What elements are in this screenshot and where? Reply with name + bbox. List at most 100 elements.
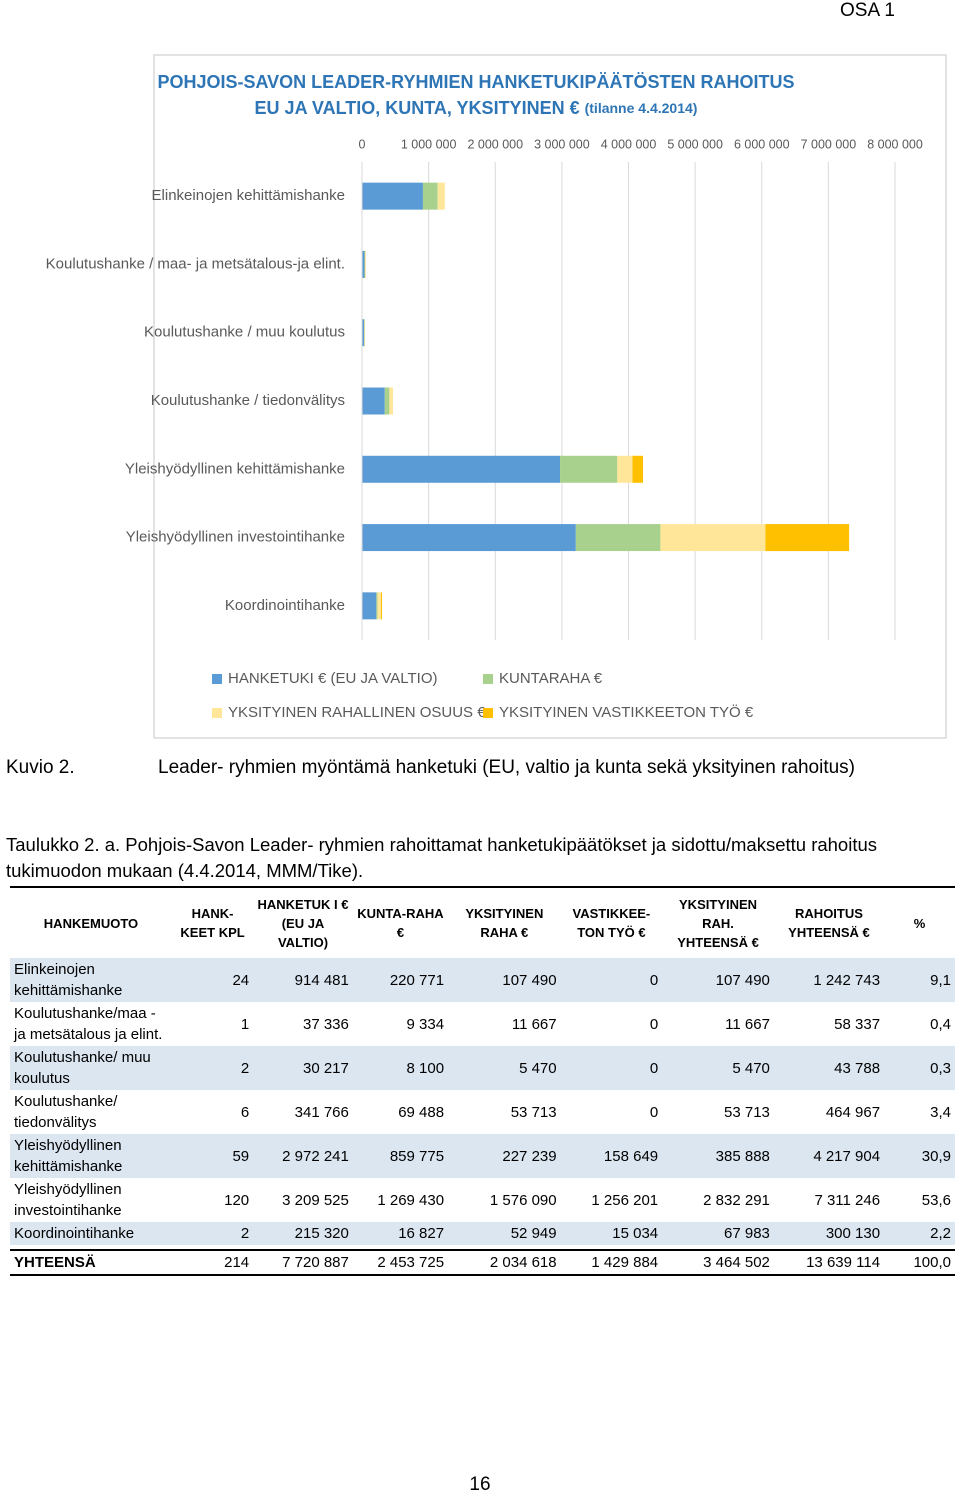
- chart-title: POHJOIS-SAVON LEADER-RYHMIEN HANKETUKIPÄ…: [157, 72, 794, 92]
- column-header: RAHOITUS YHTEENSÄ €: [788, 906, 870, 940]
- cell: 0: [649, 1015, 659, 1033]
- cell: 9 334: [406, 1015, 445, 1033]
- row-label: Koulutushanke/ muu koulutus: [10, 1046, 172, 1090]
- bar-segment: [384, 387, 390, 415]
- date-note: (tilanne 4.4.2014): [585, 100, 698, 116]
- table-caption: Taulukko 2. a. Pohjois-Savon Leader- ryh…: [6, 834, 878, 881]
- bar-segment: [362, 455, 561, 483]
- x-tick-label: 2 000 000: [467, 137, 523, 151]
- table-row: Yleishyödyllinen investointihanke 120 3 20…: [10, 1178, 955, 1222]
- header-row: HANKEMUOTO HANK-KEET KPL HANKETUK I € (EU …: [10, 887, 955, 958]
- cell: 13 639 114: [773, 1249, 885, 1276]
- table-row: Koordinointihanke 2 215 320 16 827 52 949 15 …: [10, 1222, 955, 1245]
- row-label: Elinkeinojen kehittämishanke: [10, 958, 172, 1002]
- cell: 37 336: [302, 1015, 349, 1033]
- cell: 214: [171, 1249, 254, 1276]
- x-tick-label: 1 000 000: [401, 137, 457, 151]
- chart-subtitle-group: EU JA VALTIO, KUNTA, YKSITYINEN € (tilan…: [255, 98, 698, 118]
- cell: 107 490: [662, 958, 774, 1002]
- cell: 52 949: [448, 1222, 561, 1245]
- y-tick-label: Koordinointihanke: [225, 597, 345, 614]
- cell: 1 576 090: [489, 1191, 557, 1209]
- cell: 859 775: [352, 1134, 449, 1178]
- legend-swatch: [483, 674, 493, 684]
- cell: 2: [171, 1222, 254, 1245]
- column-header: YKSITYINEN RAH. YHTEENSÄ €: [677, 896, 759, 950]
- cell: 67 983: [662, 1222, 774, 1245]
- legend-label: YKSITYINEN VASTIKKEETON TYÖ €: [499, 703, 754, 721]
- column-header: YKSITYINEN RAHA €: [465, 906, 544, 940]
- cell: 24: [171, 958, 254, 1002]
- legend-swatch: [483, 708, 493, 718]
- x-tick-label: 4 000 000: [601, 137, 657, 151]
- column-header: HANKETUK I € (EU JA VALTIO): [257, 896, 349, 950]
- bar-segment: [362, 250, 365, 278]
- bar-segment: [389, 387, 393, 415]
- cell: 220 771: [352, 958, 449, 1002]
- row-label: Koulutushanke/ tiedonvälitys: [14, 1093, 118, 1131]
- column-header: HANKEMUOTO: [43, 915, 139, 931]
- total-row: YHTEENSÄ 214 7 720 887 2 453 725 2 034 618 1 …: [10, 1249, 955, 1276]
- cell: 158 649: [560, 1134, 663, 1178]
- cell: 100,0: [884, 1249, 955, 1276]
- chart-frame: [153, 54, 947, 739]
- table-row: Koulutushanke/ muu koulutus 2 30 217 8 100 5…: [10, 1046, 955, 1090]
- chart-subtitle: EU JA VALTIO, KUNTA, YKSITYINEN €: [255, 98, 580, 118]
- cell: 385 888: [662, 1134, 774, 1178]
- cell: 0: [560, 1046, 663, 1090]
- cell: 53 713: [510, 1103, 557, 1121]
- legend-label: YKSITYINEN RAHALLINEN OSUUS €: [228, 704, 486, 721]
- x-tick-label: 6 000 000: [734, 137, 790, 151]
- cell: 1 242 743: [773, 958, 885, 1002]
- y-tick-label: Koulutushanke / maa- ja metsätalous-ja e…: [46, 255, 345, 272]
- bar-segment: [362, 524, 576, 552]
- cell: 2 034 618: [448, 1249, 561, 1276]
- cell: 107 490: [448, 958, 561, 1002]
- x-tick-label: 8 000 000: [867, 137, 923, 151]
- table-row: Koulutushanke/maa - ja metsätalous ja el…: [10, 1002, 955, 1046]
- cell: 59: [171, 1134, 254, 1178]
- cell: 15 034: [560, 1222, 663, 1245]
- figure-label: Kuvio 2.: [6, 757, 75, 778]
- cell: 2,2: [884, 1222, 955, 1245]
- cell: 3 209 525: [282, 1191, 349, 1209]
- cell: 0,4: [930, 1015, 951, 1033]
- cell: 1 269 430: [377, 1191, 445, 1209]
- section-label: OSA 1: [840, 0, 895, 21]
- bar-segment: [575, 524, 661, 552]
- cell: 53 713: [724, 1103, 770, 1121]
- bar-segment: [362, 319, 365, 347]
- column-header: KUNTA-RAHA €: [357, 906, 444, 940]
- cell: 914 481: [253, 958, 353, 1002]
- figure-caption: Leader- ryhmien myöntämä hanketuki (EU, …: [158, 757, 855, 778]
- bar-segment: [765, 524, 850, 552]
- row-label: Yleishyödyllinen kehittämishanke: [10, 1134, 172, 1178]
- cell: 341 766: [294, 1103, 349, 1121]
- bar-segment: [362, 387, 385, 415]
- cell: 215 320: [253, 1222, 353, 1245]
- row-label: Yleishyödyllinen investointihanke: [14, 1181, 122, 1219]
- cell: 69 488: [398, 1103, 445, 1121]
- cell: 7 720 887: [253, 1249, 353, 1276]
- y-tick-label: Yleishyödyllinen investointihanke: [126, 529, 345, 546]
- table-row: Elinkeinojen kehittämishanke 24 914 481 220…: [10, 958, 955, 1002]
- bar-segment: [364, 319, 365, 347]
- legend-label: KUNTARAHA €: [499, 670, 603, 687]
- cell: 1 256 201: [591, 1191, 659, 1209]
- cell: 11 667: [511, 1015, 557, 1033]
- y-tick-label: Elinkeinojen kehittämishanke: [152, 187, 345, 204]
- cell: 8 100: [352, 1046, 449, 1090]
- cell: 7 311 246: [814, 1191, 881, 1209]
- legend-label: HANKETUKI € (EU JA VALTIO): [228, 670, 438, 687]
- bar-segment: [365, 250, 366, 278]
- bar-segment: [660, 524, 766, 552]
- cell: 2 972 241: [253, 1134, 353, 1178]
- cell: 227 239: [448, 1134, 561, 1178]
- table-row: Koulutushanke/ tiedonvälitys 6 341 766 69 4…: [10, 1090, 955, 1134]
- cell: 2 453 725: [352, 1249, 449, 1276]
- column-header: VASTIKKEE-TON TYÖ €: [572, 906, 651, 940]
- cell: 3 464 502: [662, 1249, 774, 1276]
- bar-segment: [380, 592, 382, 620]
- row-label: Koordinointihanke: [10, 1222, 172, 1245]
